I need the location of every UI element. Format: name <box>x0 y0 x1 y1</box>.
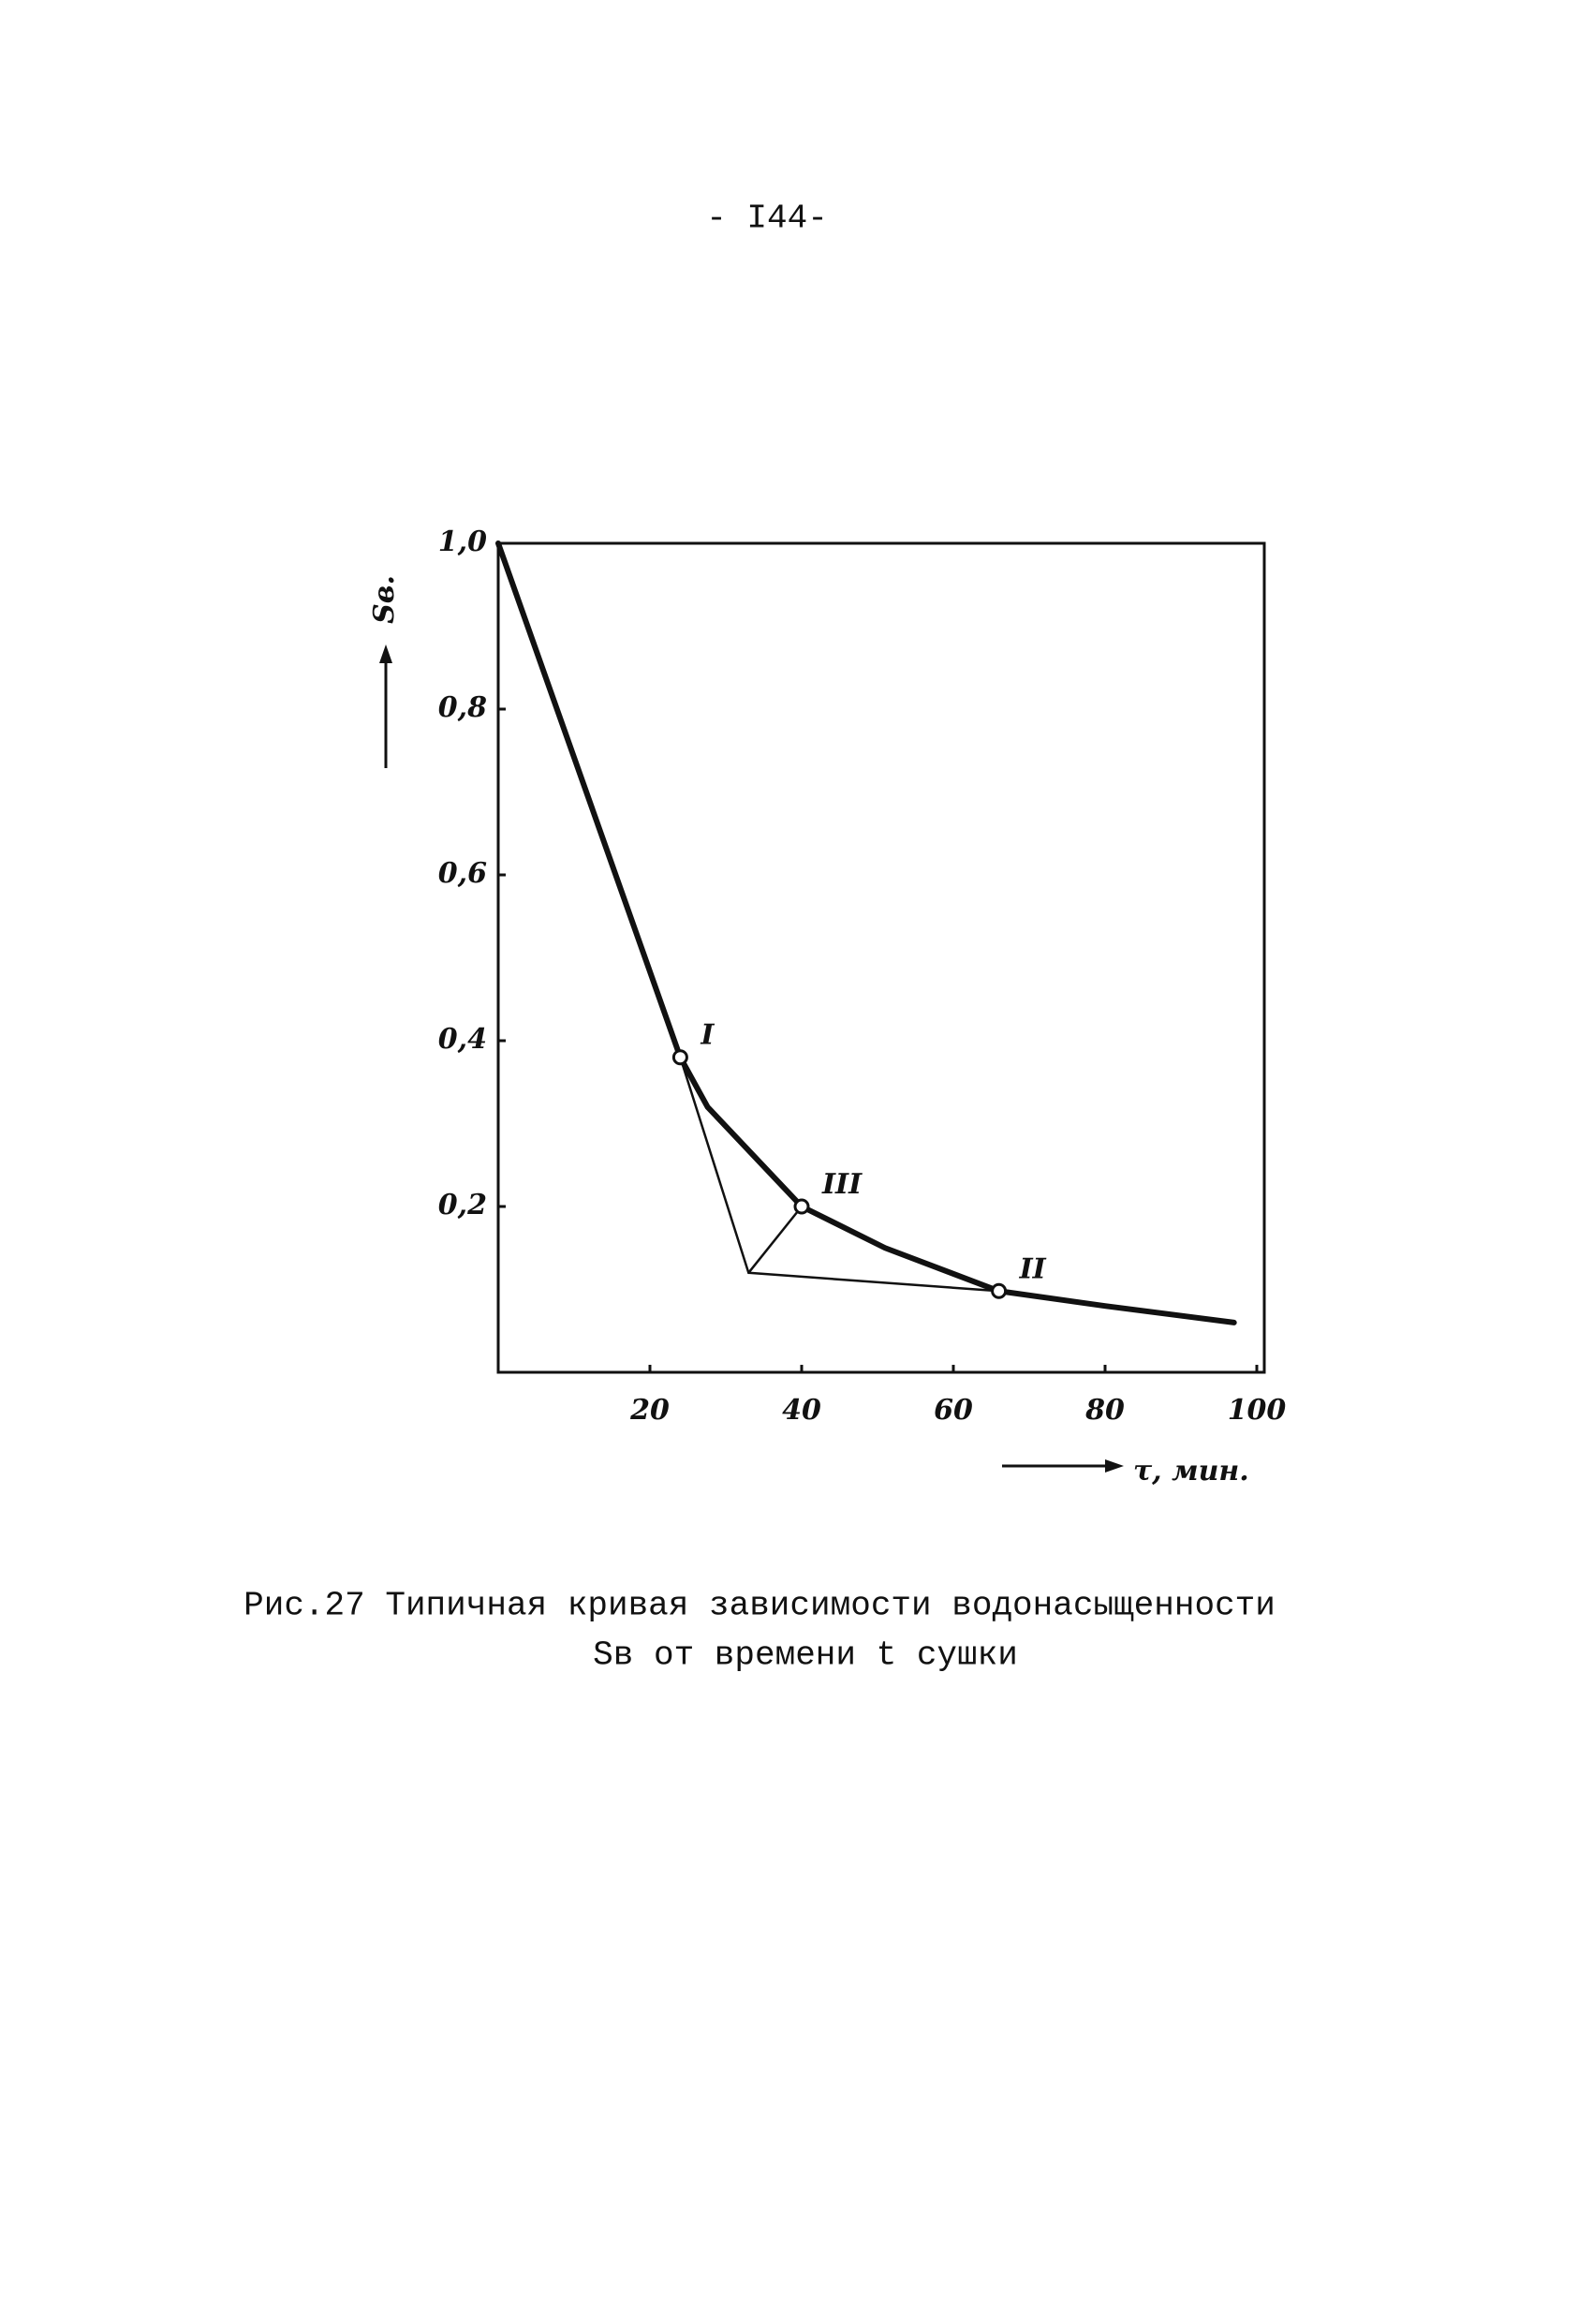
caption-line: Рис.27 Типичная кривая зависимости водон… <box>243 1587 1276 1625</box>
point-marker <box>793 1198 810 1215</box>
x-tick-label: 40 <box>782 1394 821 1427</box>
y-axis-title: Sв. <box>368 575 401 768</box>
y-tick-label: 0,6 <box>438 857 487 890</box>
x-tick-label: 80 <box>1084 1394 1125 1427</box>
caption-line: Sв от времени t сушки <box>593 1636 1018 1675</box>
point-marker <box>671 1049 688 1066</box>
x-arrowhead <box>1105 1459 1124 1473</box>
page-number: - I44- <box>706 200 828 238</box>
point-label: III <box>821 1168 863 1201</box>
y-tick-label: 1,0 <box>438 525 487 558</box>
x-axis-title: τ, мин. <box>1002 1455 1249 1488</box>
x-tick-label: 60 <box>934 1394 973 1427</box>
y-label: Sв. <box>368 575 401 624</box>
plot-frame <box>496 541 1266 1374</box>
x-tick-label: 20 <box>629 1394 670 1427</box>
data-line <box>495 540 1237 1325</box>
point-label: II <box>1019 1252 1047 1285</box>
y-tick-label: 0,2 <box>438 1189 487 1221</box>
y-tick-label: 0,4 <box>438 1023 487 1056</box>
x-label: τ, мин. <box>1133 1455 1249 1488</box>
point-label: I <box>700 1019 715 1052</box>
data-line <box>747 1271 1000 1293</box>
point-marker <box>991 1282 1008 1299</box>
x-tick-label: 100 <box>1228 1394 1287 1427</box>
y-tick-label: 0,8 <box>438 691 487 724</box>
y-arrowhead <box>379 644 392 663</box>
